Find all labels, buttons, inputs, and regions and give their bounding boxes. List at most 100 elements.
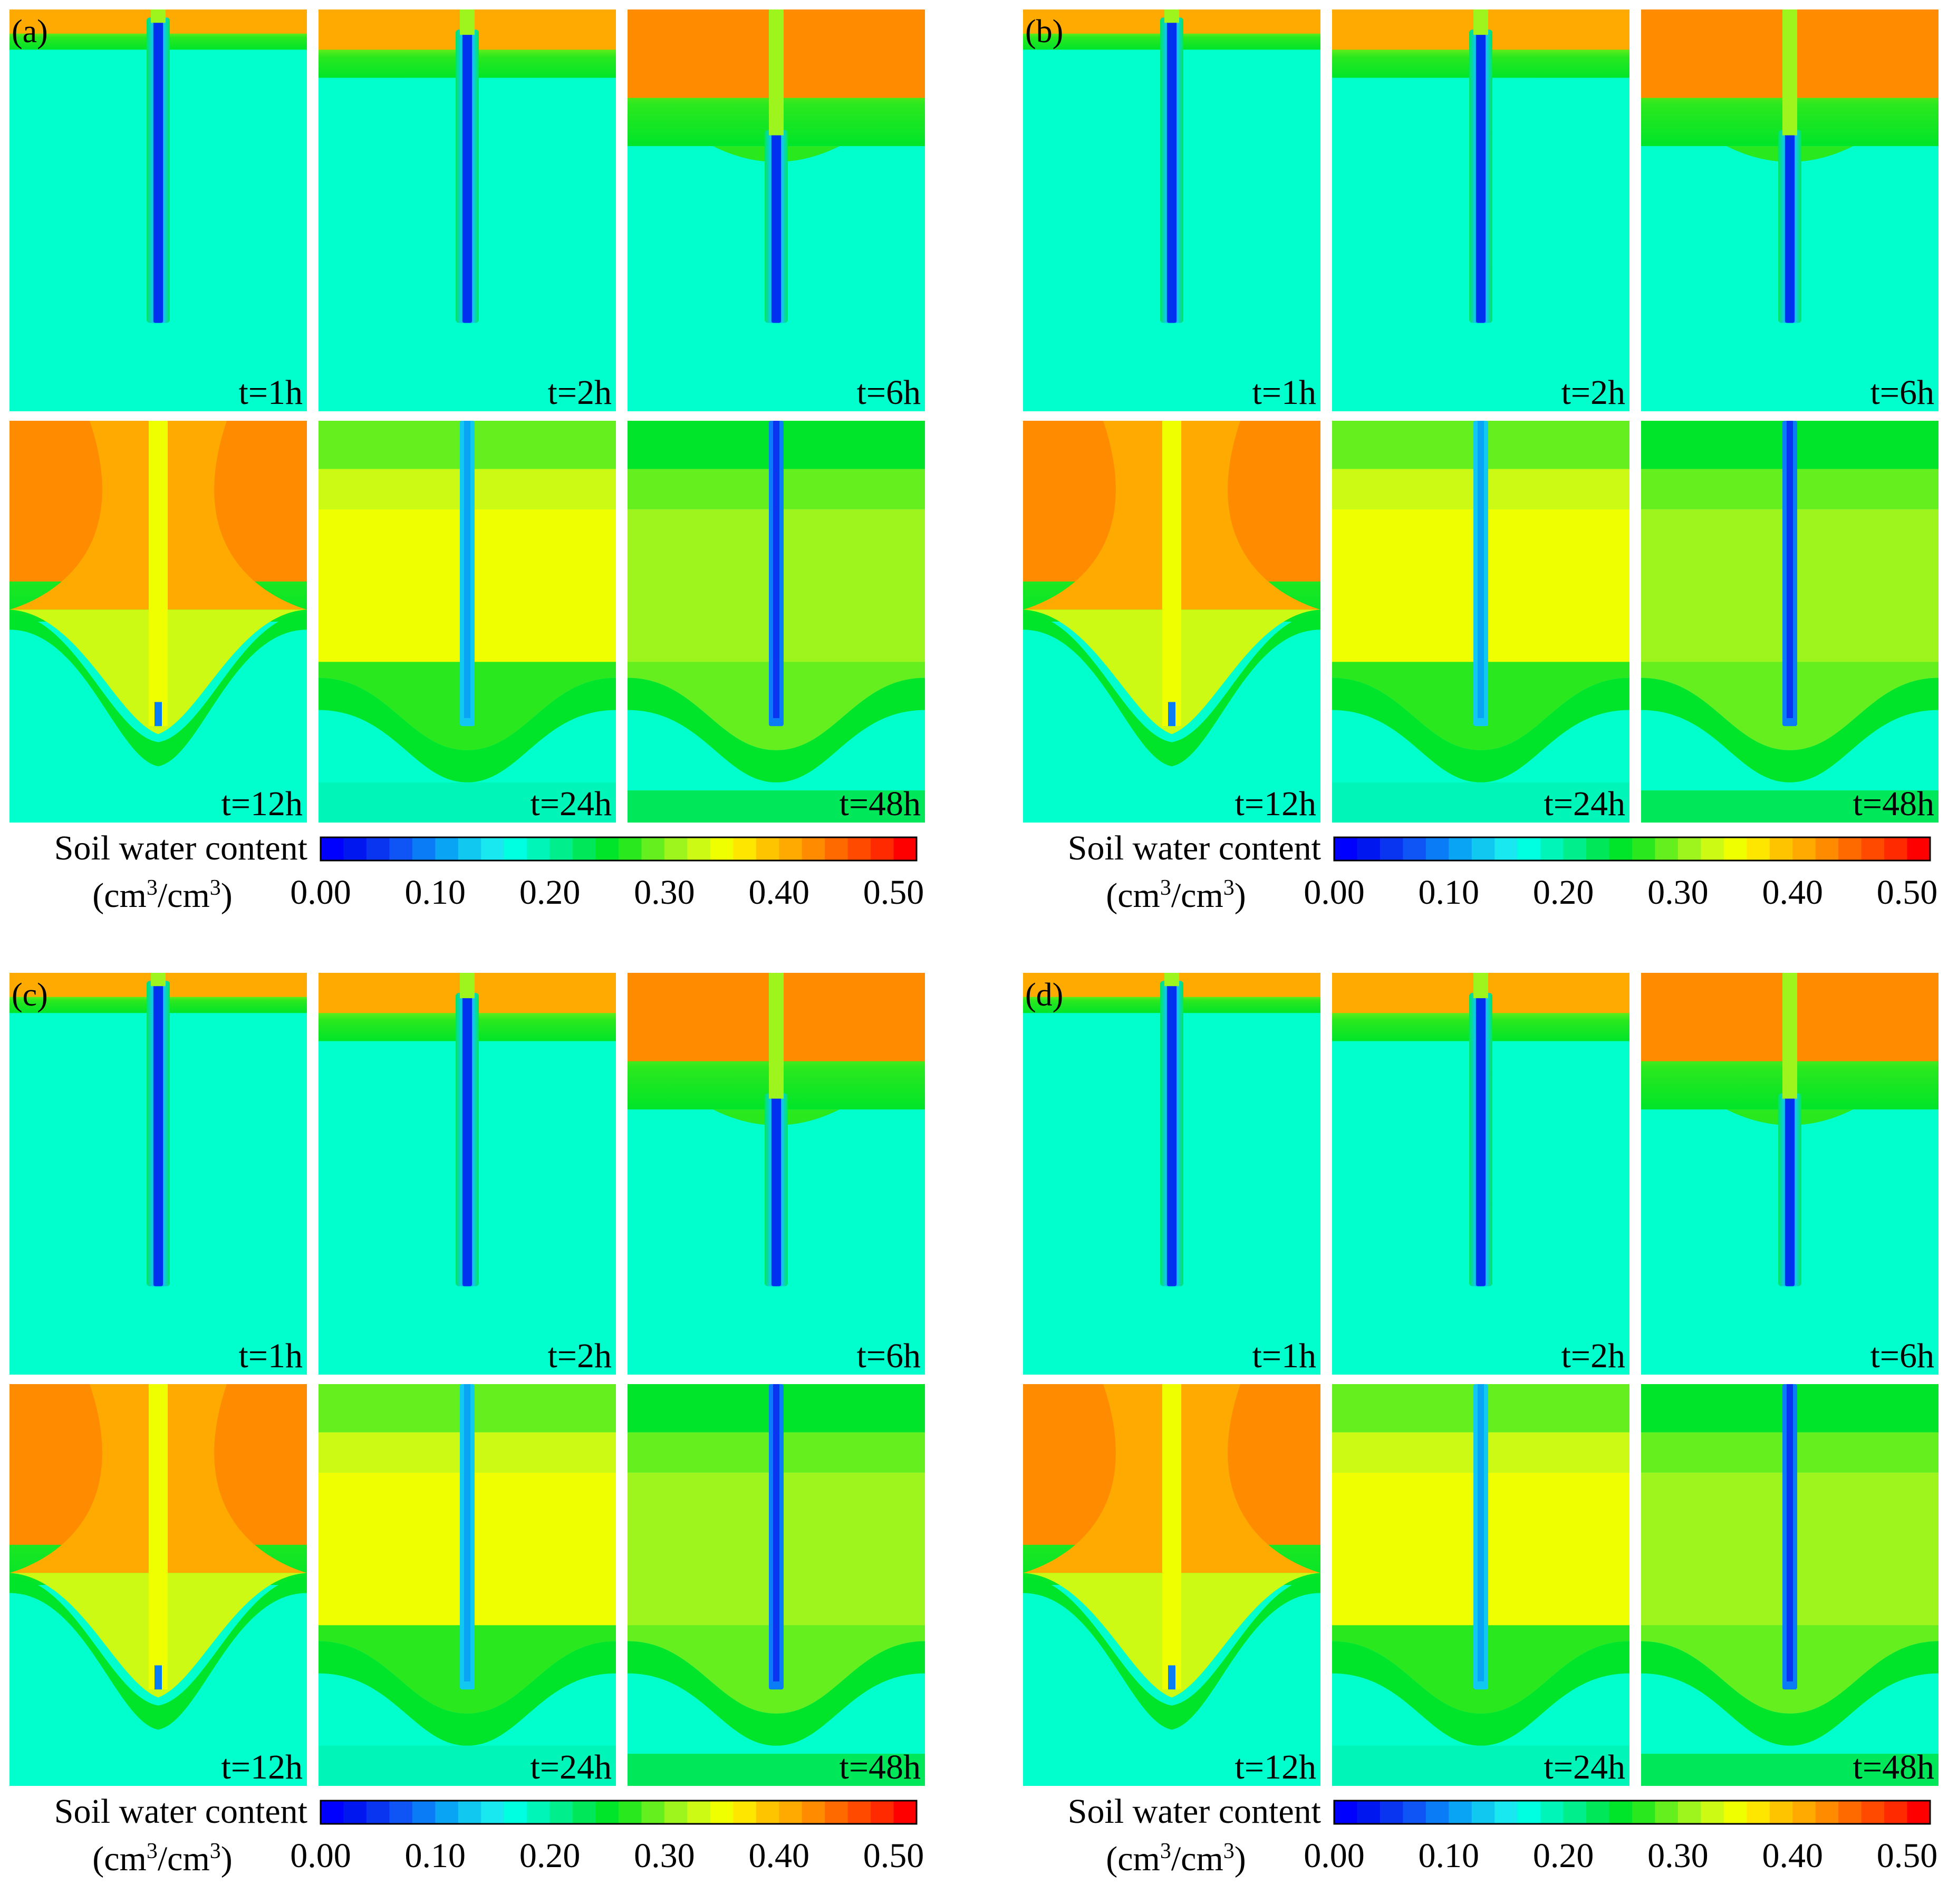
colorbar-swatch <box>1471 1801 1495 1824</box>
colorbar-label: Soil water content <box>1068 1792 1321 1831</box>
colorbar-swatch <box>1792 1801 1816 1824</box>
colorbar-swatch <box>343 837 367 861</box>
contour-panel: t=48h <box>628 421 925 823</box>
colorbar-swatch <box>1334 837 1358 861</box>
colorbar-swatch <box>733 837 757 861</box>
colorbar-swatch <box>435 837 459 861</box>
colorbar-swatch <box>1586 837 1610 861</box>
contour-panel: t=12h <box>1023 421 1320 823</box>
contour-panel: t=48h <box>1641 421 1939 823</box>
contour-panel: t=6h <box>628 973 925 1375</box>
panel-group: t=1h t=2h t=6ht=12h t=24h t=48h(a)0.00 0.10 0.… <box>9 9 925 915</box>
time-label: t=1h <box>238 373 303 412</box>
contour-panel: t=24h <box>319 1384 616 1786</box>
colorbar-swatch <box>1907 837 1931 861</box>
furrow-core <box>462 993 472 1287</box>
colorbar-swatch <box>1815 1801 1839 1824</box>
colorbar-swatch <box>389 1801 413 1824</box>
colorbar-swatch <box>1357 1801 1381 1824</box>
colorbar: 0.00 0.10 0.20 0.30 0.40 0.50 Soil water conte… <box>54 829 924 915</box>
furrow-core <box>1167 981 1176 1287</box>
contour-panel: t=1h <box>9 973 307 1375</box>
colorbar-swatch <box>1747 837 1770 861</box>
furrow-surface <box>460 973 475 999</box>
contour-panel: t=6h <box>1641 973 1939 1375</box>
colorbar-tick-label: 0.30 <box>1647 873 1709 912</box>
colorbar: 0.00 0.10 0.20 0.30 0.40 0.50 Soil water conte… <box>1068 829 1938 915</box>
band-bottom <box>1641 790 1939 823</box>
colorbar-units: (cm3/cm3) <box>92 876 233 915</box>
colorbar-tick-label: 0.00 <box>290 1837 351 1875</box>
colorbar-swatch <box>847 837 871 861</box>
furrow-core <box>462 30 472 323</box>
time-label: t=48h <box>839 785 921 823</box>
furrow-wet <box>149 421 168 727</box>
colorbar-swatch <box>1677 837 1701 861</box>
colorbar-tick-label: 0.40 <box>748 1837 809 1875</box>
time-label: t=2h <box>547 373 612 412</box>
colorbar-swatch <box>687 837 711 861</box>
colorbar-swatch <box>366 837 390 861</box>
furrow-core <box>773 421 779 718</box>
group-label: (b) <box>1025 14 1063 50</box>
colorbar-swatch <box>871 1801 894 1824</box>
furrow-surface <box>151 9 166 23</box>
colorbar-swatch <box>847 1801 871 1824</box>
time-label: t=1h <box>238 1337 303 1375</box>
colorbar-tick-label: 0.50 <box>863 873 924 912</box>
colorbar-swatch <box>1723 1801 1747 1824</box>
colorbar-swatch <box>893 1801 917 1824</box>
contour-panel: t=24h <box>1332 421 1629 823</box>
colorbar-tick-label: 0.40 <box>1762 1837 1823 1875</box>
time-label: t=24h <box>1544 785 1625 823</box>
colorbar-swatch <box>1609 1801 1633 1824</box>
furrow-surface <box>460 9 475 35</box>
colorbar-swatch <box>573 837 596 861</box>
furrow-surface <box>1473 973 1488 999</box>
time-label: t=24h <box>530 1748 612 1786</box>
colorbar-tick-label: 0.10 <box>405 873 466 912</box>
band-front-lower <box>1641 678 1939 782</box>
furrow-core <box>1785 130 1795 323</box>
band-bottom <box>628 1754 925 1786</box>
contour-panel: t=2h <box>1332 973 1629 1375</box>
colorbar-frame <box>320 836 918 862</box>
colorbar-label: Soil water content <box>54 1792 307 1831</box>
colorbar-tick-label: 0.40 <box>1762 873 1823 912</box>
furrow-core <box>153 981 163 1287</box>
colorbar-swatch <box>1723 837 1747 861</box>
furrow-wet <box>1162 1384 1181 1690</box>
colorbar-tick-label: 0.10 <box>405 1837 466 1875</box>
colorbar-swatch <box>481 1801 505 1824</box>
furrow-surface <box>151 973 166 987</box>
colorbar-swatch <box>366 1801 390 1824</box>
colorbar-swatch <box>1471 837 1495 861</box>
colorbar-units: (cm3/cm3) <box>1106 876 1246 915</box>
colorbar-swatch <box>825 837 848 861</box>
band-bottom <box>319 782 616 823</box>
colorbar-swatch <box>1563 1801 1587 1824</box>
band-front-lower <box>319 678 616 782</box>
contour-panel: t=12h <box>9 421 307 823</box>
time-label: t=1h <box>1252 1337 1316 1375</box>
furrow-core <box>772 130 781 323</box>
furrow-wet <box>149 1384 168 1690</box>
colorbar-swatch <box>321 837 344 861</box>
group-label: (c) <box>12 977 48 1013</box>
colorbar-swatch <box>1792 837 1816 861</box>
colorbar-frame <box>320 1800 918 1825</box>
furrow-wet <box>1162 421 1181 727</box>
furrow-core <box>773 1384 779 1681</box>
contour-panel: t=24h <box>319 421 616 823</box>
band-front-lower <box>1641 1641 1939 1746</box>
colorbar-swatch <box>1425 837 1449 861</box>
panel-group: t=1h t=2h t=6ht=12h t=24h t=48h(c)0.00 0.10 0.… <box>9 973 925 1878</box>
time-label: t=6h <box>1870 1337 1934 1375</box>
colorbar-tick-label: 0.20 <box>1533 873 1594 912</box>
time-label: t=12h <box>221 785 303 823</box>
colorbar-swatch <box>1609 837 1633 861</box>
furrow-tip <box>155 702 162 727</box>
colorbar-swatch <box>595 1801 619 1824</box>
colorbar-tick-label: 0.30 <box>634 1837 695 1875</box>
front-plume-edge <box>9 1577 307 1730</box>
